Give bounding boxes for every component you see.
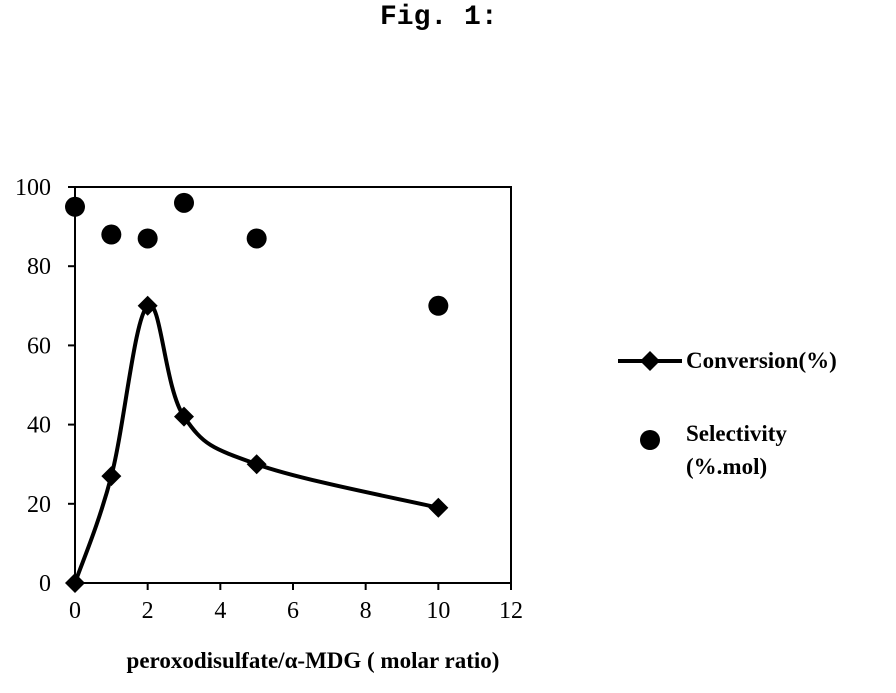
x-tick-label: 12 — [499, 598, 523, 624]
selectivity-point — [247, 228, 267, 248]
x-tick-label: 8 — [360, 598, 372, 624]
legend-selectivity-label-line1: Selectivity — [686, 421, 787, 446]
y-tick-label: 60 — [27, 333, 51, 359]
conversion-point — [65, 573, 85, 593]
selectivity-point — [138, 228, 158, 248]
y-tick-label: 80 — [27, 254, 51, 280]
x-tick-label: 4 — [214, 598, 226, 624]
x-tick-label: 2 — [142, 598, 154, 624]
y-tick-label: 0 — [39, 571, 51, 597]
selectivity-point — [101, 225, 121, 245]
legend: Conversion(%) Selectivity (%.mol) — [618, 348, 837, 479]
conversion-point — [101, 466, 121, 486]
legend-conversion-marker — [640, 351, 660, 371]
legend-selectivity-label-line2: (%.mol) — [686, 454, 767, 479]
y-tick-label: 20 — [27, 492, 51, 518]
y-tick-label: 100 — [15, 175, 51, 201]
x-tick-label: 6 — [287, 598, 299, 624]
selectivity-point — [428, 296, 448, 316]
legend-conversion-label: Conversion(%) — [686, 348, 837, 373]
y-tick-label: 40 — [27, 413, 51, 439]
x-tick-label: 10 — [426, 598, 450, 624]
plot-frame — [75, 187, 511, 583]
conversion-point — [428, 498, 448, 518]
conversion-line — [75, 305, 438, 583]
selectivity-point — [174, 193, 194, 213]
x-axis-title: peroxodisulfate/α-MDG ( molar ratio) — [127, 648, 500, 673]
x-tick-label: 0 — [69, 598, 81, 624]
selectivity-point — [65, 197, 85, 217]
conversion-point — [247, 454, 267, 474]
legend-selectivity-marker — [640, 430, 660, 450]
